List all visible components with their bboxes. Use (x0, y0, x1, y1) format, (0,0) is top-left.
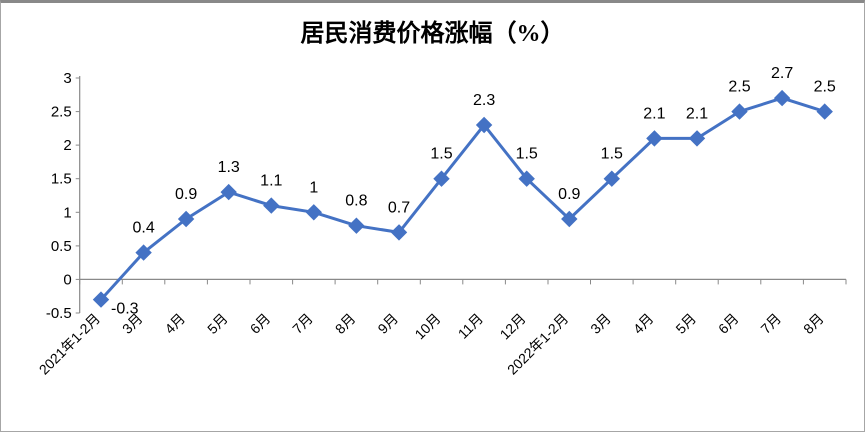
svg-text:0.5: 0.5 (51, 238, 72, 255)
svg-text:11月: 11月 (455, 310, 486, 341)
svg-text:0.7: 0.7 (388, 199, 410, 216)
svg-text:2.3: 2.3 (473, 92, 495, 109)
svg-text:10月: 10月 (411, 310, 443, 342)
svg-text:1.3: 1.3 (218, 159, 240, 176)
svg-text:2.7: 2.7 (771, 65, 793, 82)
svg-text:7月: 7月 (289, 310, 316, 337)
svg-text:0.9: 0.9 (558, 186, 580, 203)
svg-text:0.4: 0.4 (132, 220, 154, 237)
svg-text:-0.5: -0.5 (46, 305, 72, 322)
svg-text:1.5: 1.5 (601, 146, 623, 163)
svg-text:8月: 8月 (800, 310, 827, 337)
svg-text:6月: 6月 (715, 310, 742, 337)
svg-text:1: 1 (63, 204, 71, 221)
svg-text:1.5: 1.5 (430, 146, 452, 163)
svg-text:1.5: 1.5 (51, 171, 72, 188)
svg-text:5月: 5月 (204, 310, 231, 337)
svg-text:7月: 7月 (757, 310, 784, 337)
svg-text:6月: 6月 (247, 310, 274, 337)
svg-text:1.1: 1.1 (260, 173, 282, 190)
svg-text:3月: 3月 (587, 310, 614, 337)
svg-text:1.5: 1.5 (516, 146, 538, 163)
svg-text:2.1: 2.1 (643, 105, 665, 122)
svg-text:2.5: 2.5 (728, 79, 750, 96)
svg-text:12月: 12月 (497, 310, 529, 342)
svg-text:3: 3 (63, 70, 71, 87)
svg-text:5月: 5月 (672, 310, 699, 337)
svg-text:8月: 8月 (332, 310, 359, 337)
svg-text:9月: 9月 (374, 310, 401, 337)
svg-text:4月: 4月 (161, 310, 188, 337)
svg-text:2.5: 2.5 (814, 79, 836, 96)
svg-text:2: 2 (63, 137, 71, 154)
svg-text:1: 1 (309, 179, 318, 196)
svg-text:4月: 4月 (630, 310, 657, 337)
svg-text:2.1: 2.1 (686, 105, 708, 122)
svg-text:2.5: 2.5 (51, 104, 72, 121)
svg-text:0: 0 (63, 271, 71, 288)
svg-text:0.9: 0.9 (175, 186, 197, 203)
svg-text:0.8: 0.8 (345, 193, 367, 210)
